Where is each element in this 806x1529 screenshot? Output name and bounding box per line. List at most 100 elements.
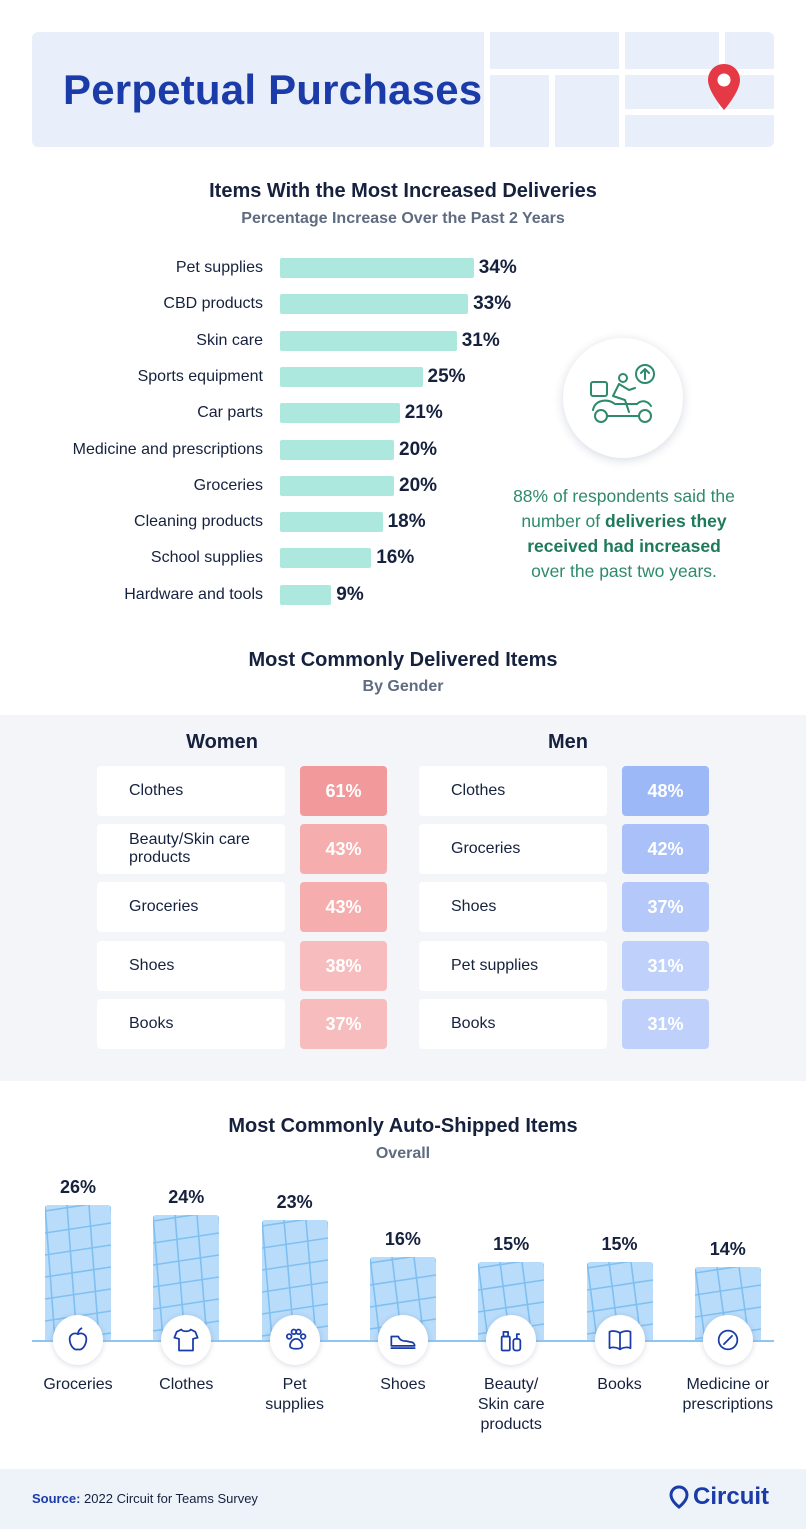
bar-value-label: 21% (404, 402, 443, 424)
bar-category-label: Hardware and tools (124, 585, 263, 603)
bar (280, 258, 474, 278)
column-category-label-line: Pet (282, 1376, 307, 1393)
bar-value-label: 31% (461, 329, 500, 351)
men-pct: 31% (622, 941, 709, 991)
callout-part1: 88% of respondents said the number of (513, 486, 735, 531)
column-category-label: Shoes (343, 1375, 463, 1395)
bar-value-label: 34% (478, 257, 517, 278)
bar-row: Medicine and prescriptions 20% (0, 439, 540, 461)
women-pct: 37% (300, 999, 387, 1049)
category-icon-badge (377, 1315, 428, 1365)
bar-value-label: 20% (399, 438, 438, 460)
callout-part2: over the past two years. (531, 561, 717, 581)
women-item: Beauty/Skin care products (97, 824, 285, 874)
column-category-label-line: Shoes (380, 1376, 426, 1393)
bar (280, 548, 372, 569)
callout-bold: deliveries they received had increased (527, 511, 727, 556)
column-category-label-line: supplies (265, 1396, 324, 1413)
source-note: Source: 2022 Circuit for Teams Survey (32, 1491, 258, 1506)
men-item: Pet supplies (419, 941, 607, 991)
autoship-subtitle: Overall (375, 1145, 431, 1162)
column-value-label: 15% (493, 1234, 530, 1254)
deliveries-subtitle: Percentage Increase Over the Past 2 Year… (241, 210, 565, 227)
men-pct: 42% (622, 824, 709, 874)
increased-deliveries-chart: Pet supplies 34% CBD products 33% Skin care 3… (0, 250, 540, 620)
delivery-scooter-icon (590, 364, 655, 423)
header-banner: Perpetual Purchases (32, 32, 774, 147)
gender-subtitle: By Gender (362, 678, 444, 695)
category-icon-badge (486, 1315, 537, 1365)
source-text: 2022 Circuit for Teams Survey (84, 1491, 258, 1506)
footer: Source: 2022 Circuit for Teams Survey Ci… (0, 1469, 806, 1529)
bar-category-label: Medicine and prescriptions (72, 440, 263, 458)
bar (280, 403, 400, 424)
bar-row: Sports equipment 25% (0, 366, 540, 388)
column-value-label: 24% (168, 1187, 205, 1208)
column-category-label: Books (560, 1375, 680, 1395)
pill-icon (717, 1329, 739, 1351)
bar (280, 366, 423, 387)
women-item: Clothes (97, 766, 285, 816)
women-pct: 43% (300, 824, 387, 874)
bar (280, 294, 469, 315)
bar-value-label: 20% (399, 474, 438, 496)
gender-title: Most Commonly Delivered Items (248, 649, 558, 671)
bar-category-label: Car parts (197, 404, 263, 422)
bar-row: CBD products 33% (0, 293, 540, 315)
bar-value-label: 18% (387, 511, 426, 533)
autoship-title: Most Commonly Auto-Shipped Items (228, 1115, 578, 1137)
bar-category-label: Sports equipment (137, 367, 263, 385)
bar-category-label: Cleaning products (134, 513, 263, 531)
women-heading: Women (186, 731, 258, 753)
callout-text: 88% of respondents said the number of de… (508, 484, 740, 584)
men-item: Clothes (419, 766, 607, 816)
column-value-label: 16% (384, 1228, 421, 1249)
column-category-label-line: prescriptions (682, 1396, 774, 1413)
apple-icon (68, 1327, 88, 1351)
book-icon (608, 1330, 631, 1351)
column-category-label-line: Clothes (159, 1376, 214, 1393)
column-value-label: 26% (59, 1176, 97, 1197)
circuit-pin-icon (669, 1485, 689, 1509)
column-category-label-line: Books (597, 1376, 642, 1393)
column-value-label: 15% (601, 1234, 638, 1254)
men-item: Books (419, 999, 607, 1049)
bar-category-label: School supplies (150, 549, 263, 567)
men-item: Groceries (419, 824, 607, 874)
bar-row: Skin care 31% (0, 330, 540, 352)
bar (280, 330, 457, 351)
women-item: Shoes (97, 941, 285, 991)
location-pin-icon (708, 64, 740, 110)
column-category-label: Medicine or prescriptions (668, 1375, 788, 1415)
bar (280, 439, 394, 460)
bar-category-label: Pet supplies (175, 259, 263, 276)
bar-value-label: 16% (376, 547, 415, 569)
bar-value-label: 33% (473, 293, 512, 315)
women-pct: 61% (300, 766, 387, 816)
bar-row: Cleaning products 18% (0, 511, 540, 533)
category-icon-badge (269, 1315, 320, 1365)
category-icon-badge (161, 1315, 212, 1365)
category-icon-badge (702, 1315, 753, 1365)
brand-name: Circuit (693, 1483, 770, 1510)
column-category-label: Pet supplies (235, 1375, 355, 1415)
autoship-chart: 26% Groceries 24% Clothes 23% Pet supplies 16% S… (0, 1170, 806, 1450)
deliveries-title: Items With the Most Increased Deliveries (209, 180, 597, 202)
men-pct: 31% (622, 999, 709, 1049)
bar-row: Pet supplies 34% (0, 257, 540, 279)
men-heading: Men (548, 731, 588, 753)
column-category-label-line: Groceries (43, 1376, 113, 1393)
bar (280, 475, 394, 496)
women-item: Books (97, 999, 285, 1049)
women-pct: 38% (300, 941, 387, 991)
column-category-label-line: Medicine or (686, 1376, 770, 1393)
category-icon-badge (594, 1315, 645, 1365)
bar-value-label: 9% (336, 583, 364, 605)
shoe-icon (390, 1335, 416, 1350)
men-item: Shoes (419, 882, 607, 932)
bar-row: Groceries 20% (0, 475, 540, 497)
bar-category-label: Skin care (196, 331, 263, 349)
category-icon-badge (53, 1315, 103, 1365)
bar (280, 584, 332, 605)
bar-category-label: Groceries (193, 476, 263, 494)
